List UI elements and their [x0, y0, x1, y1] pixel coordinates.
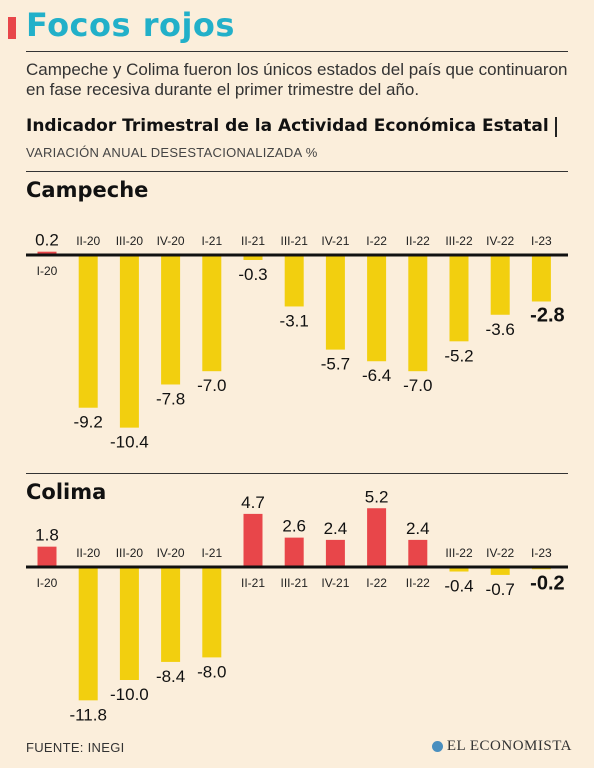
indicator-separator — [555, 117, 557, 137]
value-label: -9.2 — [74, 413, 103, 432]
bars — [37, 251, 551, 428]
category-label: IV-20 — [157, 234, 185, 248]
chart-title-campeche: Campeche — [26, 178, 149, 202]
value-label: -5.7 — [321, 355, 350, 374]
category-label: III-20 — [116, 546, 144, 560]
value-label: -0.4 — [444, 577, 473, 596]
category-label: III-21 — [281, 576, 309, 590]
bar — [408, 539, 428, 567]
value-label: -11.8 — [69, 705, 107, 724]
bar — [119, 255, 139, 428]
value-label: -10.4 — [110, 433, 149, 452]
category-label: II-21 — [241, 576, 265, 590]
category-label: IV-21 — [321, 234, 349, 248]
category-label: IV-22 — [486, 234, 514, 248]
chart-campeche: I-20 0.2 II-20 -9.2 III-20 -10.4 IV-20 -7.8 I-21… — [26, 231, 568, 452]
category-label: III-21 — [281, 234, 309, 248]
category-label: I-21 — [201, 234, 222, 248]
bar — [78, 255, 98, 408]
category-label: III-22 — [445, 234, 473, 248]
bar — [325, 539, 345, 567]
bar — [325, 255, 345, 350]
section-divider-campeche — [26, 171, 568, 172]
value-label: -0.2 — [530, 572, 564, 594]
title-accent-bar — [8, 17, 16, 39]
category-label: II-22 — [406, 576, 430, 590]
chart-title-colima: Colima — [26, 480, 107, 504]
category-label: II-20 — [76, 234, 100, 248]
category-label: I-20 — [37, 576, 58, 590]
value-label: 0.2 — [35, 231, 59, 250]
value-label: 4.7 — [241, 493, 265, 512]
value-label: 2.4 — [406, 519, 430, 538]
bar — [490, 255, 510, 315]
value-label: -0.3 — [238, 265, 267, 284]
labels: I-20 0.2 II-20 -9.2 III-20 -10.4 IV-20 -7.8 I-21… — [35, 231, 564, 452]
value-label: -0.7 — [486, 580, 515, 599]
bar — [284, 255, 304, 307]
chart-colima: I-20 1.8 II-20 -11.8 III-20 -10.0 IV-20 -8.4 I-2… — [26, 487, 568, 724]
indicator-subtitle: VARIACIÓN ANUAL DESESTACIONALIZADA % — [26, 145, 318, 160]
section-divider-colima — [26, 473, 568, 474]
title-divider — [26, 51, 568, 52]
bar — [202, 567, 222, 658]
value-label: -6.4 — [362, 366, 391, 385]
bar — [408, 255, 428, 372]
bar — [243, 513, 263, 567]
bar — [202, 255, 222, 372]
bars — [37, 508, 551, 701]
bar — [490, 567, 510, 575]
category-label: IV-21 — [321, 576, 349, 590]
bar — [284, 537, 304, 567]
category-label: I-22 — [366, 576, 387, 590]
category-label: IV-22 — [486, 546, 514, 560]
publisher-name: EL ECONOMISTA — [446, 738, 572, 754]
bar — [37, 546, 57, 567]
category-label: I-21 — [201, 546, 222, 560]
value-label: -3.1 — [280, 311, 309, 330]
bar — [367, 255, 387, 362]
category-label: I-22 — [366, 234, 387, 248]
value-label: -8.4 — [156, 667, 185, 686]
labels: I-20 1.8 II-20 -11.8 III-20 -10.0 IV-20 -8.4 I-2… — [35, 487, 564, 724]
category-label: I-20 — [37, 264, 58, 278]
value-label: -8.0 — [197, 662, 226, 681]
category-label: III-20 — [116, 234, 144, 248]
value-label: -7.8 — [156, 389, 185, 408]
bar — [243, 255, 263, 260]
value-label: -3.6 — [486, 320, 515, 339]
bar — [78, 567, 98, 701]
bar — [449, 255, 469, 342]
value-label: -5.2 — [444, 346, 473, 365]
brand-icon — [431, 741, 443, 752]
category-label: I-23 — [531, 234, 552, 248]
value-label: 2.4 — [324, 519, 348, 538]
value-label: 5.2 — [365, 487, 389, 506]
bar — [449, 567, 469, 572]
category-label: I-23 — [531, 546, 552, 560]
bar — [119, 567, 139, 680]
category-label: II-21 — [241, 234, 265, 248]
bar — [161, 255, 181, 385]
page-title: Focos rojos — [26, 6, 235, 44]
bar — [161, 567, 181, 662]
bar — [367, 508, 387, 567]
value-label: 1.8 — [35, 526, 59, 545]
value-label: -7.0 — [403, 376, 432, 395]
bar — [37, 251, 57, 255]
value-label: 2.6 — [282, 517, 306, 536]
category-label: III-22 — [445, 546, 473, 560]
value-label: -10.0 — [110, 685, 149, 704]
value-label: -7.0 — [197, 376, 226, 395]
page-subtitle: Campeche y Colima fueron los únicos esta… — [26, 60, 568, 99]
source-note: FUENTE: INEGI — [26, 740, 125, 755]
bar — [531, 255, 551, 302]
indicator-title: Indicador Trimestral de la Actividad Eco… — [26, 116, 549, 136]
category-label: IV-20 — [157, 546, 185, 560]
category-label: II-22 — [406, 234, 430, 248]
category-label: II-20 — [76, 546, 100, 560]
publisher-logo: EL ECONOMISTA — [431, 738, 572, 755]
value-label: -2.8 — [530, 304, 564, 326]
